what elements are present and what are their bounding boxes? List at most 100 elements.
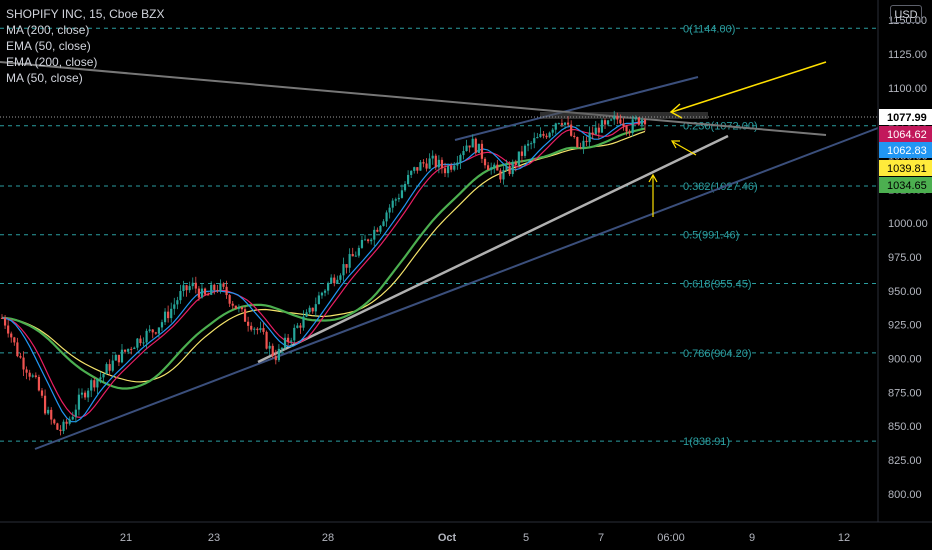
- legend-indicator-2[interactable]: EMA (50, close): [6, 39, 91, 53]
- candle-body: [511, 161, 514, 175]
- candle-body: [145, 330, 148, 343]
- legend-indicator-3[interactable]: EMA (200, close): [6, 55, 98, 69]
- candle-body: [71, 416, 74, 420]
- arrow-up-head: [648, 173, 658, 183]
- price-tick-label: 950.00: [888, 286, 922, 298]
- price-axis[interactable]: 800.00 825.00 850.00 875.00 900.00 925.00 950.…: [877, 0, 932, 522]
- grey-resistance-line[interactable]: [0, 61, 827, 136]
- candle-body: [486, 165, 490, 170]
- ma-50-line[interactable]: [1, 121, 646, 419]
- arrow-small[interactable]: [672, 141, 697, 156]
- candle-body: [447, 165, 450, 174]
- candle-body: [643, 119, 647, 125]
- candle-body: [397, 197, 400, 200]
- fib-level-label: 0(1144.00): [683, 23, 735, 35]
- grey-support-line[interactable]: [257, 134, 729, 364]
- candle-body: [560, 123, 564, 125]
- price-label-tag: [879, 126, 932, 142]
- candle-body: [7, 325, 10, 334]
- price-tick-label: 850.00: [888, 421, 922, 433]
- candle-body: [622, 123, 625, 127]
- annotation-arrows[interactable]: [648, 61, 827, 217]
- candle-body: [570, 124, 573, 136]
- upper-short-trendline[interactable]: [454, 76, 699, 141]
- candle-body: [640, 119, 644, 125]
- candle-body: [542, 133, 545, 136]
- candle-body: [259, 328, 262, 331]
- time-axis[interactable]: 21 23 28 Oct 5 7 06:00 9 12: [0, 521, 932, 544]
- ema-200-line[interactable]: [1, 127, 646, 390]
- candle-body: [287, 337, 290, 342]
- candle-body: [530, 143, 533, 145]
- candle-body: [47, 409, 50, 414]
- candle-body: [151, 329, 154, 333]
- candle-body: [363, 239, 367, 241]
- time-tick-label: 9: [749, 532, 755, 544]
- candle-body: [136, 338, 139, 348]
- candle-body: [157, 327, 161, 334]
- candle-body: [154, 332, 157, 334]
- candle-body: [613, 116, 616, 120]
- candle-body: [483, 158, 487, 166]
- fib-retracement[interactable]: 0(1144.00)0.236(1072.00)0.382(1027.46)0.…: [0, 23, 878, 448]
- candle-body: [631, 119, 634, 134]
- currency-button[interactable]: USD: [890, 5, 922, 23]
- candle-body: [105, 364, 108, 375]
- candle-body: [176, 300, 179, 305]
- time-tick-label: 5: [523, 532, 529, 544]
- fib-level-label: 0.618(955.45): [683, 278, 752, 290]
- candle-body: [108, 364, 111, 371]
- candle-body: [133, 347, 136, 350]
- candle-body: [490, 167, 493, 170]
- candle-body: [551, 129, 554, 133]
- fib-level-label: 1(838.91): [683, 436, 730, 448]
- candle-body: [160, 322, 164, 328]
- candle-body: [591, 132, 594, 135]
- candle-body: [480, 143, 484, 159]
- candle-body: [437, 159, 440, 168]
- candle-body: [351, 254, 354, 257]
- candle-body: [74, 409, 77, 417]
- candle-body: [625, 126, 628, 132]
- candle-body: [19, 356, 22, 358]
- candle-body: [96, 379, 99, 388]
- candle-body: [428, 158, 431, 169]
- ema-50-line[interactable]: [1, 120, 646, 423]
- price-label-text: 1064.62: [887, 129, 927, 141]
- candle-body: [588, 132, 591, 143]
- candle-body: [290, 340, 293, 342]
- price-label-tag: [879, 177, 932, 193]
- candle-body: [130, 348, 133, 350]
- trendlines[interactable]: [0, 61, 879, 450]
- candle-body: [388, 207, 391, 213]
- candle-body: [213, 284, 216, 290]
- candle-body: [582, 140, 585, 148]
- lower-channel-trendline[interactable]: [34, 127, 879, 450]
- candle-body: [373, 229, 376, 240]
- price-label-tag: [879, 160, 932, 176]
- candle-body: [216, 289, 219, 291]
- arrow-long[interactable]: [671, 61, 827, 113]
- candle-body: [194, 282, 197, 289]
- candle-body: [22, 357, 25, 370]
- legend-indicator-1[interactable]: MA (200, close): [6, 23, 90, 37]
- candle-body: [545, 135, 548, 138]
- legend-indicator-4[interactable]: MA (50, close): [6, 71, 83, 85]
- candle-body: [557, 123, 560, 125]
- resistance-box[interactable]: [540, 112, 708, 119]
- time-tick-label: 23: [208, 532, 220, 544]
- candle-body: [127, 348, 130, 352]
- candle-body: [634, 117, 637, 120]
- candle-body: [56, 423, 59, 430]
- candle-body: [243, 309, 247, 322]
- candle-body: [317, 295, 320, 305]
- candle-body: [523, 145, 527, 156]
- price-label-text: 1062.83: [887, 145, 927, 157]
- candle-body: [80, 392, 84, 395]
- candle-body: [234, 305, 237, 309]
- candle-body: [185, 285, 188, 291]
- candle-body: [40, 390, 44, 396]
- candle-body: [345, 264, 348, 268]
